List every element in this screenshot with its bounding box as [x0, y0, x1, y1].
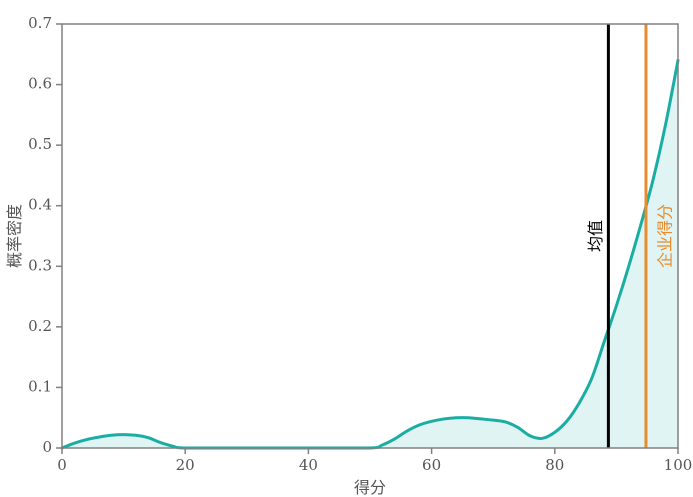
density-area-fill-0 — [62, 60, 678, 448]
y-tick-label-0: 0 — [42, 438, 52, 456]
density-curve-0 — [60, 58, 680, 450]
y-tick-label-2: 0.2 — [28, 317, 52, 335]
x-tick-label-3: 60 — [422, 456, 441, 474]
y-tick-label-3: 0.3 — [28, 256, 52, 274]
tick-layer: 0 20 40 60 80 100 0 0.1 0.2 0.3 0.4 0.5 0.6 0.7 — [28, 14, 692, 474]
y-tick-label-1: 0.1 — [28, 377, 52, 395]
x-tick-label-2: 40 — [299, 456, 318, 474]
marker-label-1: 企业得分 — [655, 204, 674, 268]
marker-label-0: 均值 — [586, 220, 605, 252]
marker-layer: 均值 企业得分 — [586, 24, 674, 448]
plot-frame — [61, 23, 679, 449]
x-axis-label: 得分 — [354, 478, 386, 497]
axes-layer — [61, 23, 679, 449]
y-axis-label: 概率密度 — [5, 204, 24, 268]
y-tick-label-6: 0.6 — [28, 75, 52, 93]
x-tick-label-0: 0 — [57, 456, 67, 474]
x-tick-label-5: 100 — [664, 456, 693, 474]
area-layer — [60, 58, 680, 450]
x-tick-label-4: 80 — [545, 456, 564, 474]
y-tick-label-7: 0.7 — [28, 14, 52, 32]
y-tick-label-5: 0.5 — [28, 135, 52, 153]
x-tick-label-1: 20 — [176, 456, 195, 474]
y-tick-label-4: 0.4 — [28, 196, 52, 214]
